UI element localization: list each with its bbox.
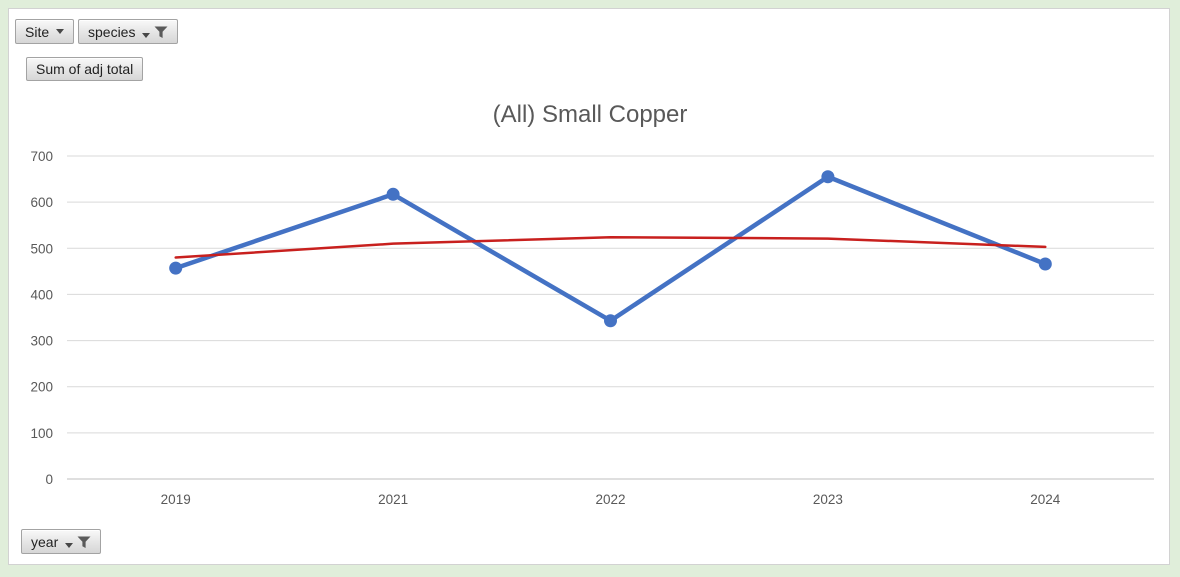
y-tick-label: 300	[30, 334, 53, 349]
y-tick-label: 400	[30, 287, 53, 302]
value-field-button[interactable]: Sum of adj total	[26, 57, 144, 81]
y-tick-label: 100	[30, 426, 53, 441]
value-field-label: Sum of adj total	[36, 61, 134, 77]
y-tick-label: 600	[30, 195, 53, 210]
data-point-2023[interactable]	[821, 170, 835, 184]
data-point-2024[interactable]	[1038, 257, 1052, 271]
x-tick-label: 2021	[378, 492, 408, 507]
y-tick-label: 500	[30, 241, 53, 256]
site-field-button[interactable]: Site	[15, 19, 75, 44]
species-field-label: species	[88, 23, 136, 40]
year-axis-filter-button[interactable]: year	[21, 529, 102, 554]
x-tick-label: 2024	[1030, 492, 1061, 507]
y-tick-label: 0	[45, 472, 53, 487]
chart-title: (All) Small Copper	[492, 101, 688, 128]
data-point-2019[interactable]	[169, 261, 183, 275]
species-filter-button[interactable]: species	[78, 19, 179, 44]
x-tick-label: 2023	[813, 492, 843, 507]
data-point-2022[interactable]	[604, 314, 617, 328]
data-point-2021[interactable]	[386, 187, 400, 201]
chevron-down-icon	[65, 542, 74, 548]
x-tick-label: 2019	[161, 492, 191, 507]
chevron-down-icon	[142, 32, 151, 38]
x-tick-label: 2022	[595, 492, 625, 507]
pivot-chart-area: Site species Sum of adj total (All) Smal…	[8, 8, 1170, 565]
y-tick-label: 200	[30, 380, 53, 395]
site-field-label: Site	[25, 23, 50, 40]
year-field-label: year	[31, 533, 59, 550]
line-chart-plot: 0 100 200 300 400 500 600 700 2019 2021 2022 2023 20…	[30, 149, 1154, 507]
trendline	[174, 235, 1047, 259]
filter-funnel-icon	[77, 536, 91, 548]
filter-funnel-icon	[154, 26, 168, 38]
chevron-down-icon	[56, 29, 65, 34]
y-tick-label: 700	[30, 149, 53, 164]
